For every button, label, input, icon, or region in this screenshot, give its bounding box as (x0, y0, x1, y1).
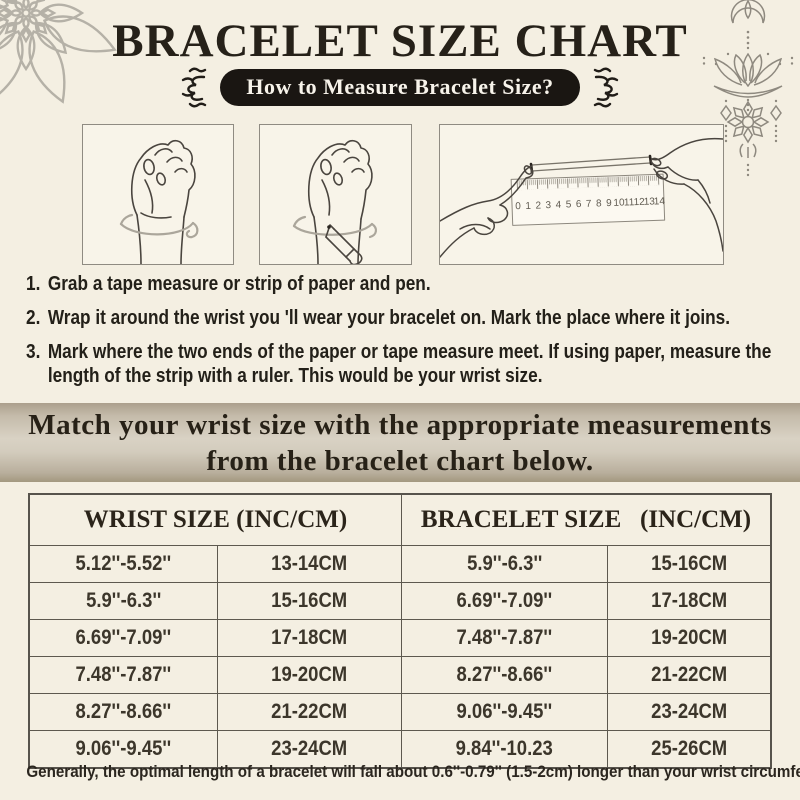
cell-value: 17-18CM (271, 626, 348, 649)
table-cell: 19-20CM (608, 620, 770, 657)
wrist-size-header: WRIST SIZE (INC/CM) (30, 495, 402, 546)
step-3: 3. Mark where the two ends of the paper … (26, 340, 782, 388)
svg-text:7: 7 (586, 199, 592, 210)
table-cell: 6.69''-7.09'' (30, 620, 218, 657)
match-size-banner: Match your wrist size with the appropria… (0, 403, 800, 482)
svg-text:9: 9 (606, 198, 612, 209)
cell-value: 15-16CM (271, 589, 348, 612)
svg-text:12: 12 (633, 197, 645, 208)
illustration-step-3: 0 1 2 3 4 5 6 7 8 9 10 11 12 13 14 (439, 124, 724, 265)
svg-text:13: 13 (644, 196, 656, 207)
table-cell: 7.48''-7.87'' (30, 657, 218, 694)
cell-value: 5.9''-6.3'' (466, 552, 543, 575)
cell-value: 9.06''-9.45'' (456, 700, 553, 723)
cell-value: 23-24CM (650, 700, 728, 723)
banner-line-1: Match your wrist size with the appropria… (28, 408, 772, 441)
svg-text:10: 10 (613, 197, 625, 208)
cell-value: 19-20CM (271, 663, 348, 686)
instruction-steps: 1. Grab a tape measure or strip of paper… (26, 272, 782, 398)
how-to-measure-badge: How to Measure Bracelet Size? (220, 68, 580, 106)
cell-value: 7.48''-7.87'' (75, 663, 172, 686)
cell-value: 19-20CM (650, 626, 728, 649)
cell-value: 23-24CM (271, 737, 348, 760)
table-cell: 15-16CM (218, 583, 402, 620)
cell-value: 6.69''-7.09'' (75, 626, 172, 649)
table-cell: 15-16CM (608, 546, 770, 583)
bracelet-size-header: BRACELET SIZE (INC/CM) (402, 495, 770, 546)
cell-value: 8.27''-8.66'' (75, 700, 172, 723)
table-cell: 17-18CM (218, 620, 402, 657)
cell-value: 8.27''-8.66'' (456, 663, 553, 686)
table-cell: 9.84''-10.23 (402, 731, 608, 767)
svg-text:11: 11 (624, 197, 635, 208)
table-cell: 7.48''-7.87'' (402, 620, 608, 657)
table-cell: 8.27''-8.66'' (30, 694, 218, 731)
table-cell: 25-26CM (608, 731, 770, 767)
table-cell: 23-24CM (218, 731, 402, 767)
ruler-numbers: 0 1 2 3 4 5 6 7 8 9 10 11 12 13 14 (515, 196, 665, 212)
size-table: WRIST SIZE (INC/CM) BRACELET SIZE (INC/C… (28, 493, 772, 769)
step-number: 1. (26, 272, 41, 295)
step-2: 2. Wrap it around the wrist you 'll wear… (26, 306, 782, 330)
cell-value: 17-18CM (650, 589, 728, 612)
step-text: Wrap it around the wrist you 'll wear yo… (47, 306, 731, 329)
cell-value: 15-16CM (650, 552, 728, 575)
table-cell: 6.69''-7.09'' (402, 583, 608, 620)
hands-ruler-illustration: 0 1 2 3 4 5 6 7 8 9 10 11 12 13 14 (440, 137, 723, 258)
svg-text:6: 6 (576, 199, 582, 210)
table-cell: 5.12''-5.52'' (30, 546, 218, 583)
svg-text:8: 8 (596, 198, 602, 209)
squiggle-left-icon (182, 67, 207, 108)
mandala-flower-icon (0, 0, 122, 109)
svg-text:1: 1 (525, 201, 531, 212)
table-cell: 9.06''-9.45'' (30, 731, 218, 767)
step-1: 1. Grab a tape measure or strip of paper… (26, 272, 782, 296)
page-title: BRACELET SIZE CHART (112, 15, 688, 67)
svg-text:3: 3 (545, 200, 551, 211)
svg-text:14: 14 (654, 196, 666, 207)
cell-value: 9.84''-10.23 (455, 737, 554, 760)
step-number: 2. (26, 306, 41, 329)
cell-value: 21-22CM (650, 663, 728, 686)
step-text: Mark where the two ends of the paper or … (47, 340, 772, 387)
table-cell: 13-14CM (218, 546, 402, 583)
cell-value: 7.48''-7.87'' (456, 626, 553, 649)
svg-text:5: 5 (566, 199, 572, 210)
table-cell: 21-22CM (608, 657, 770, 694)
squiggle-right-icon (593, 67, 618, 108)
table-cell: 5.9''-6.3'' (402, 546, 608, 583)
table-cell: 17-18CM (608, 583, 770, 620)
svg-text:2: 2 (535, 200, 541, 211)
cell-value: 9.06''-9.45'' (75, 737, 172, 760)
illustration-step-2 (259, 124, 412, 265)
table-cell: 23-24CM (608, 694, 770, 731)
banner-line-2: from the bracelet chart below. (206, 444, 594, 477)
step-text: Grab a tape measure or strip of paper an… (47, 272, 431, 295)
svg-text:4: 4 (555, 200, 561, 211)
table-cell: 21-22CM (218, 694, 402, 731)
fist-with-pen-illustration (292, 139, 377, 264)
svg-text:0: 0 (515, 201, 521, 212)
illustration-step-1 (82, 124, 234, 265)
footer-note: Generally, the optimal length of a brace… (26, 763, 800, 781)
step-number: 3. (26, 340, 41, 363)
cell-value: 6.69''-7.09'' (456, 589, 553, 612)
table-cell: 5.9''-6.3'' (30, 583, 218, 620)
fist-with-string-illustration (119, 139, 199, 264)
lotus-ornament-icon (702, 0, 794, 177)
cell-value: 21-22CM (271, 700, 348, 723)
table-cell: 19-20CM (218, 657, 402, 694)
cell-value: 25-26CM (650, 737, 728, 760)
cell-value: 13-14CM (271, 552, 348, 575)
cell-value: 5.9''-6.3'' (85, 589, 162, 612)
table-cell: 9.06''-9.45'' (402, 694, 608, 731)
cell-value: 5.12''-5.52'' (75, 552, 172, 575)
table-cell: 8.27''-8.66'' (402, 657, 608, 694)
badge-row: How to Measure Bracelet Size? (0, 66, 800, 108)
